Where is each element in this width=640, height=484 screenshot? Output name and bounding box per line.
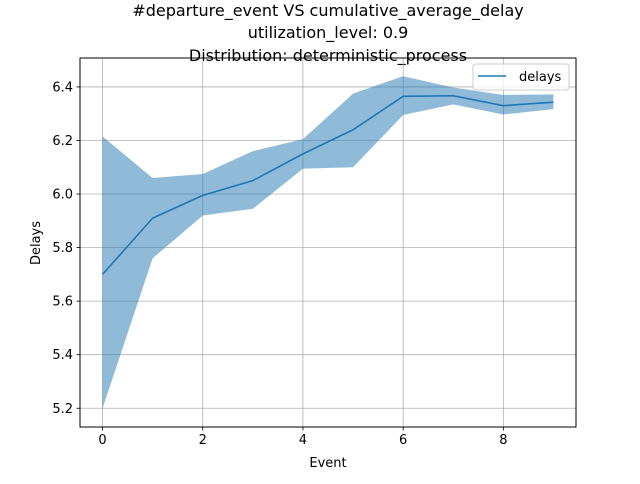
legend: delays: [472, 63, 570, 91]
y-axis-label: Delays: [29, 221, 44, 265]
confidence-band: [102, 76, 554, 409]
y-axis-ticks: 5.2 5.4 5.6 5.8 6.0 6.2 6.4: [52, 80, 80, 417]
x-tick-label: 6: [399, 433, 407, 448]
x-tick-label: 2: [199, 433, 207, 448]
legend-box: [472, 63, 570, 91]
chart-title-line-2: utilization_level: 0.9: [248, 23, 409, 43]
confidence-band-area: [102, 76, 554, 409]
x-tick-label: 4: [299, 433, 307, 448]
plot-frame: [79, 57, 577, 428]
y-tick-label: 5.6: [52, 295, 73, 310]
y-tick-label: 5.8: [52, 241, 73, 256]
y-tick-label: 6.0: [52, 188, 73, 203]
chart-title-line-3: Distribution: deterministic_process: [189, 46, 467, 66]
series-lines: [101, 94, 554, 275]
series-line-delays: [101, 94, 554, 275]
legend-label: delays: [519, 70, 562, 85]
grid-lines: [80, 58, 576, 427]
x-axis-ticks: 0 2 4 6 8: [98, 427, 507, 448]
y-tick-label: 6.4: [52, 80, 73, 95]
x-tick-label: 8: [499, 433, 507, 448]
y-tick-label: 5.2: [52, 402, 73, 417]
x-tick-label: 0: [98, 433, 106, 448]
x-axis-label: Event: [309, 456, 346, 471]
y-tick-label: 5.4: [52, 348, 73, 363]
y-tick-label: 6.2: [52, 134, 73, 149]
chart-title-line-1: #departure_event VS cumulative_average_d…: [132, 1, 523, 21]
